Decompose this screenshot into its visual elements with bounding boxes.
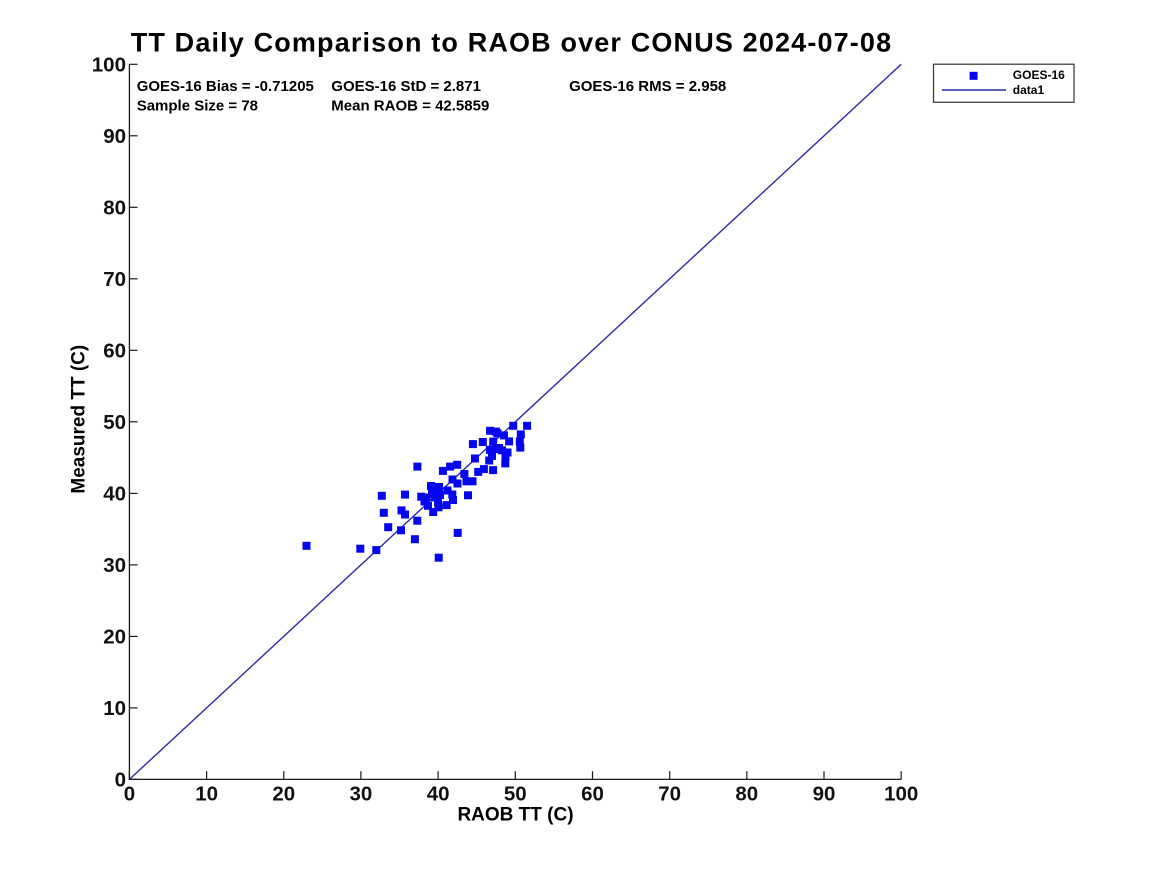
svg-text:30: 30 <box>349 782 372 805</box>
svg-text:50: 50 <box>103 411 126 434</box>
svg-text:30: 30 <box>103 554 126 577</box>
svg-text:60: 60 <box>581 782 604 805</box>
svg-text:60: 60 <box>103 339 126 362</box>
svg-text:80: 80 <box>735 782 758 805</box>
svg-text:40: 40 <box>427 782 450 805</box>
svg-text:data1: data1 <box>1013 83 1045 97</box>
svg-text:70: 70 <box>658 782 681 805</box>
svg-text:80: 80 <box>103 196 126 219</box>
svg-text:90: 90 <box>103 125 126 148</box>
svg-text:GOES-16 StD = 2.871: GOES-16 StD = 2.871 <box>331 78 481 95</box>
svg-text:0: 0 <box>115 768 126 791</box>
svg-text:10: 10 <box>195 782 218 805</box>
svg-text:0: 0 <box>124 782 135 805</box>
svg-text:GOES-16 Bias = -0.71205: GOES-16 Bias = -0.71205 <box>137 78 314 95</box>
svg-text:Measured TT (C): Measured TT (C) <box>69 345 90 494</box>
svg-text:100: 100 <box>884 782 918 805</box>
svg-text:RAOB TT (C): RAOB TT (C) <box>457 804 573 825</box>
svg-text:TT Daily Comparison to RAOB ov: TT Daily Comparison to RAOB over CONUS 2… <box>131 28 893 58</box>
svg-text:GOES-16 RMS = 2.958: GOES-16 RMS = 2.958 <box>569 78 726 95</box>
svg-text:50: 50 <box>504 782 527 805</box>
svg-text:20: 20 <box>103 625 126 648</box>
svg-text:Sample Size = 78: Sample Size = 78 <box>137 97 258 114</box>
svg-text:10: 10 <box>103 697 126 720</box>
svg-text:90: 90 <box>813 782 836 805</box>
svg-text:70: 70 <box>103 268 126 291</box>
svg-text:GOES-16: GOES-16 <box>1013 68 1065 82</box>
svg-text:100: 100 <box>92 53 126 76</box>
svg-text:Mean RAOB = 42.5859: Mean RAOB = 42.5859 <box>331 97 489 114</box>
svg-text:40: 40 <box>103 482 126 505</box>
svg-text:20: 20 <box>272 782 295 805</box>
